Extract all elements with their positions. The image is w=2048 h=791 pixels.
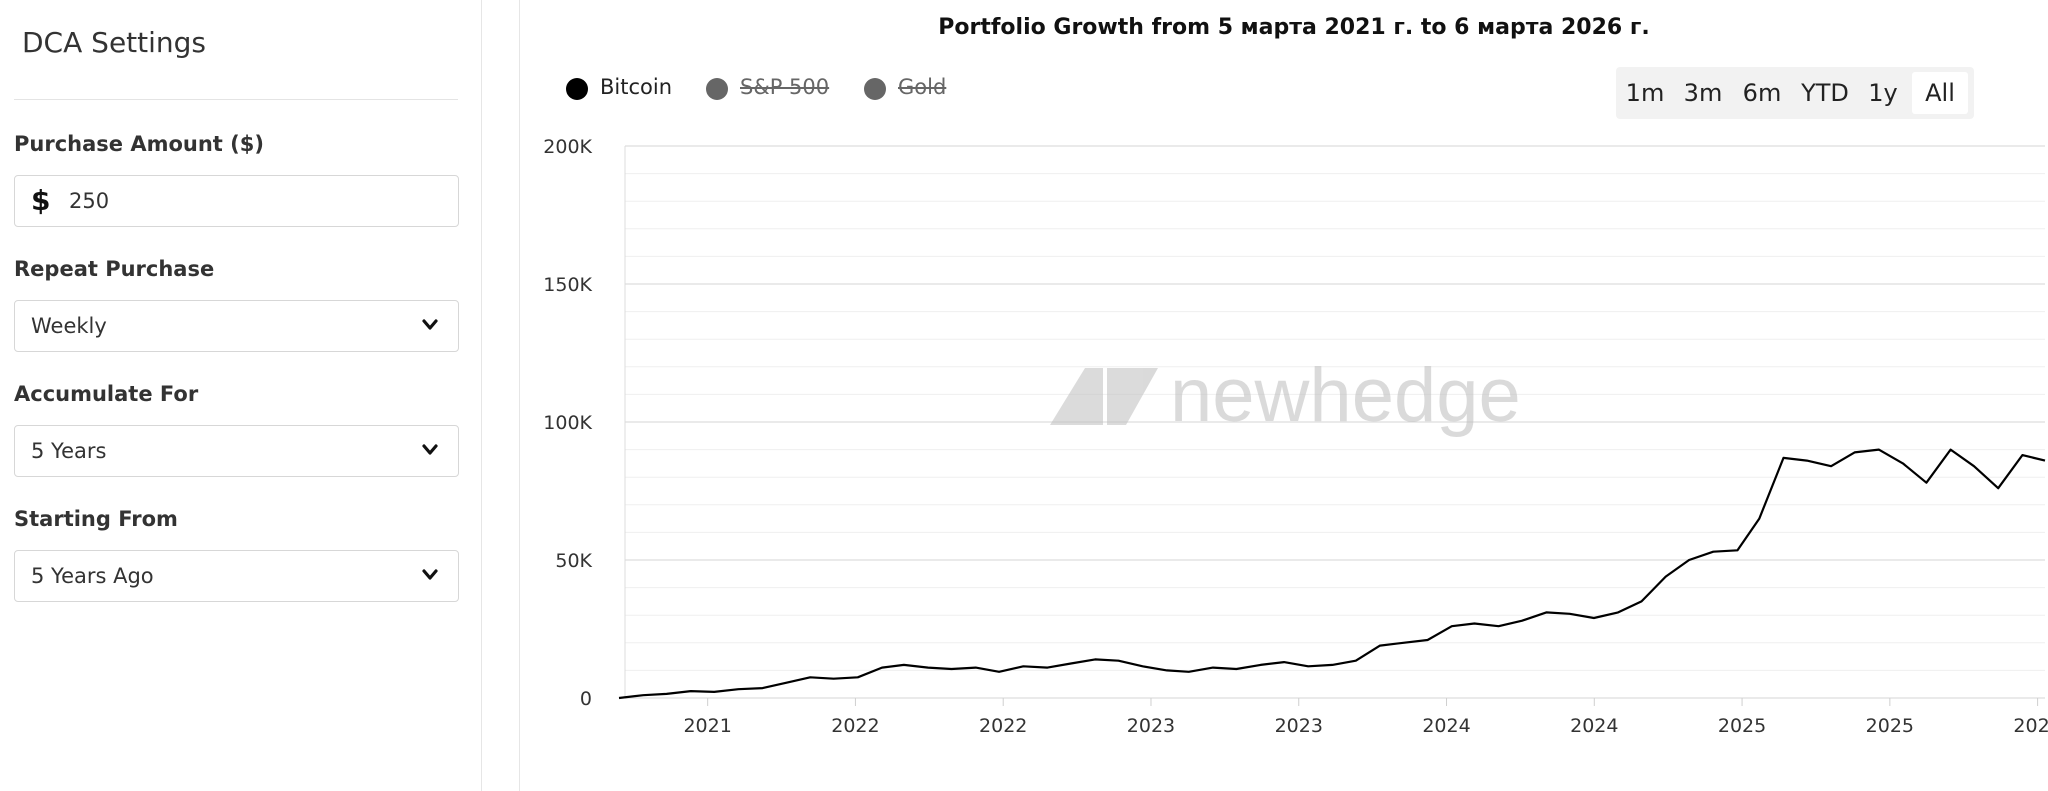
purchase-amount-label: Purchase Amount ($)	[14, 132, 264, 156]
legend-label: S&P 500	[740, 75, 830, 99]
dollar-icon: $	[31, 184, 51, 217]
range-button-1m[interactable]: 1m	[1625, 79, 1665, 107]
chart-title: Portfolio Growth from 5 марта 2021 г. to…	[938, 15, 1650, 40]
newhedge-watermark: newhedge	[1050, 353, 1521, 438]
range-button-1y[interactable]: 1y	[1868, 79, 1898, 107]
panel-gutter	[482, 0, 520, 791]
watermark-text: newhedge	[1170, 353, 1521, 438]
starting-from-label: Starting From	[14, 507, 178, 531]
sidebar-divider	[14, 99, 458, 100]
range-button-all[interactable]: All	[1912, 72, 1968, 114]
chevron-down-icon	[422, 569, 438, 580]
purchase-amount-input[interactable]: $ 250	[14, 175, 459, 227]
x-tick-label: 2022	[831, 715, 879, 737]
y-tick-label: 50K	[555, 550, 592, 572]
x-tick-label: 2023	[1127, 715, 1175, 737]
watermark-logo	[1050, 368, 1158, 425]
range-button-3m[interactable]: 3m	[1683, 79, 1723, 107]
x-tick-label: 2025	[1718, 715, 1766, 737]
starting-from-select[interactable]: 5 Years Ago	[14, 550, 459, 602]
chart-panel: Portfolio Growth from 5 марта 2021 г. to…	[520, 0, 2048, 791]
repeat-purchase-select[interactable]: Weekly	[14, 300, 459, 352]
purchase-amount-value: 250	[69, 189, 110, 213]
chevron-down-icon	[422, 319, 438, 330]
legend-label: Gold	[898, 75, 947, 99]
sidebar-title: DCA Settings	[22, 26, 207, 59]
range-button-6m[interactable]: 6m	[1742, 79, 1782, 107]
x-tick-label: 2025	[1866, 715, 1914, 737]
legend-label: Bitcoin	[600, 75, 673, 99]
y-tick-label: 0	[580, 688, 592, 710]
x-tick-label: 2026	[2013, 715, 2048, 737]
x-tick-label: 2024	[1570, 715, 1618, 737]
starting-from-value: 5 Years Ago	[31, 564, 154, 588]
legend-dot-icon	[864, 78, 886, 100]
repeat-purchase-label: Repeat Purchase	[14, 257, 215, 281]
y-tick-label: 100K	[543, 412, 592, 434]
range-button-ytd[interactable]: YTD	[1801, 79, 1849, 107]
series-layer	[618, 448, 2046, 700]
accumulate-for-label: Accumulate For	[14, 382, 199, 406]
y-axis: 0 50K 100K 150K 200K	[543, 136, 592, 710]
chart-grid	[624, 145, 2045, 699]
y-tick-label: 200K	[543, 136, 592, 158]
series-line-bitcoin	[618, 448, 2046, 700]
y-tick-label: 150K	[543, 274, 592, 296]
legend-dot-icon	[706, 78, 728, 100]
x-axis: 2021 2022 2022 2023 2023 2024 2024 2025 2025 2026	[683, 698, 2048, 737]
accumulate-for-select[interactable]: 5 Years	[14, 425, 459, 477]
x-tick-label: 2022	[979, 715, 1027, 737]
dca-settings-panel: DCA Settings Purchase Amount ($) $ 250 R…	[0, 0, 482, 791]
repeat-purchase-value: Weekly	[31, 314, 107, 338]
x-tick-label: 2024	[1422, 715, 1470, 737]
accumulate-for-value: 5 Years	[31, 439, 107, 463]
chevron-down-icon	[422, 444, 438, 455]
x-tick-label: 2023	[1275, 715, 1323, 737]
time-range-selector: 1m 3m 6m YTD 1y All	[1616, 67, 1974, 119]
x-tick-label: 2021	[683, 715, 731, 737]
legend-dot-icon	[566, 78, 588, 100]
